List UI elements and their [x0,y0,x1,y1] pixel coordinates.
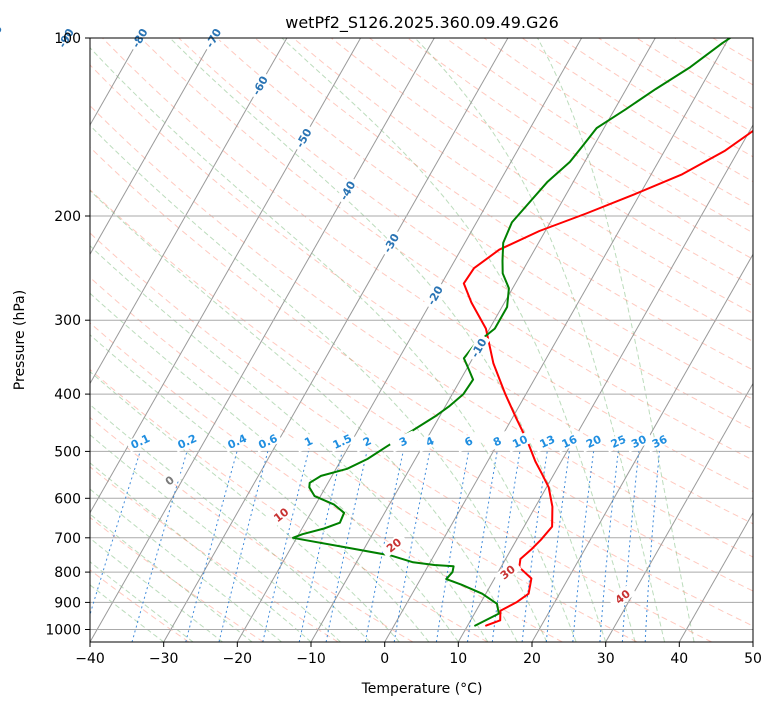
y-tick-label: 100 [54,31,81,47]
y-tick-label: 800 [54,565,81,581]
y-tick-label: 500 [54,444,81,460]
x-axis-ticks: −40 −30 −20 −10 0 10 20 30 40 50 [75,642,762,667]
x-axis-title: Temperature (°C) [361,681,483,697]
isotherm-line [0,38,66,642]
y-tick-label: 200 [54,209,81,225]
isotherm-label: -100 [0,23,5,54]
x-tick-label: −30 [149,651,179,667]
y-tick-label: 700 [54,531,81,547]
x-tick-label: −20 [223,651,253,667]
y-tick-label: 300 [54,313,81,329]
x-tick-label: −10 [296,651,326,667]
plot-area [90,38,753,642]
y-tick-label: 1000 [45,623,81,639]
y-tick-label: 600 [54,491,81,507]
x-tick-label: 20 [523,651,541,667]
x-tick-label: 0 [380,651,389,667]
x-tick-label: 30 [597,651,615,667]
y-axis-ticks: 100 200 300 400 500 600 700 800 900 1000 [45,31,90,639]
x-tick-label: 10 [449,651,467,667]
dry-adiabat [751,38,775,642]
x-tick-label: −40 [75,651,105,667]
y-tick-label: 400 [54,387,81,403]
y-tick-label: 900 [54,595,81,611]
isotherm-line [753,38,775,642]
x-tick-label: 40 [670,651,688,667]
chart-title: wetPf2_S126.2025.360.09.49.G26 [285,13,559,33]
x-tick-label: 50 [744,651,762,667]
y-axis-title: Pressure (hPa) [12,290,28,390]
